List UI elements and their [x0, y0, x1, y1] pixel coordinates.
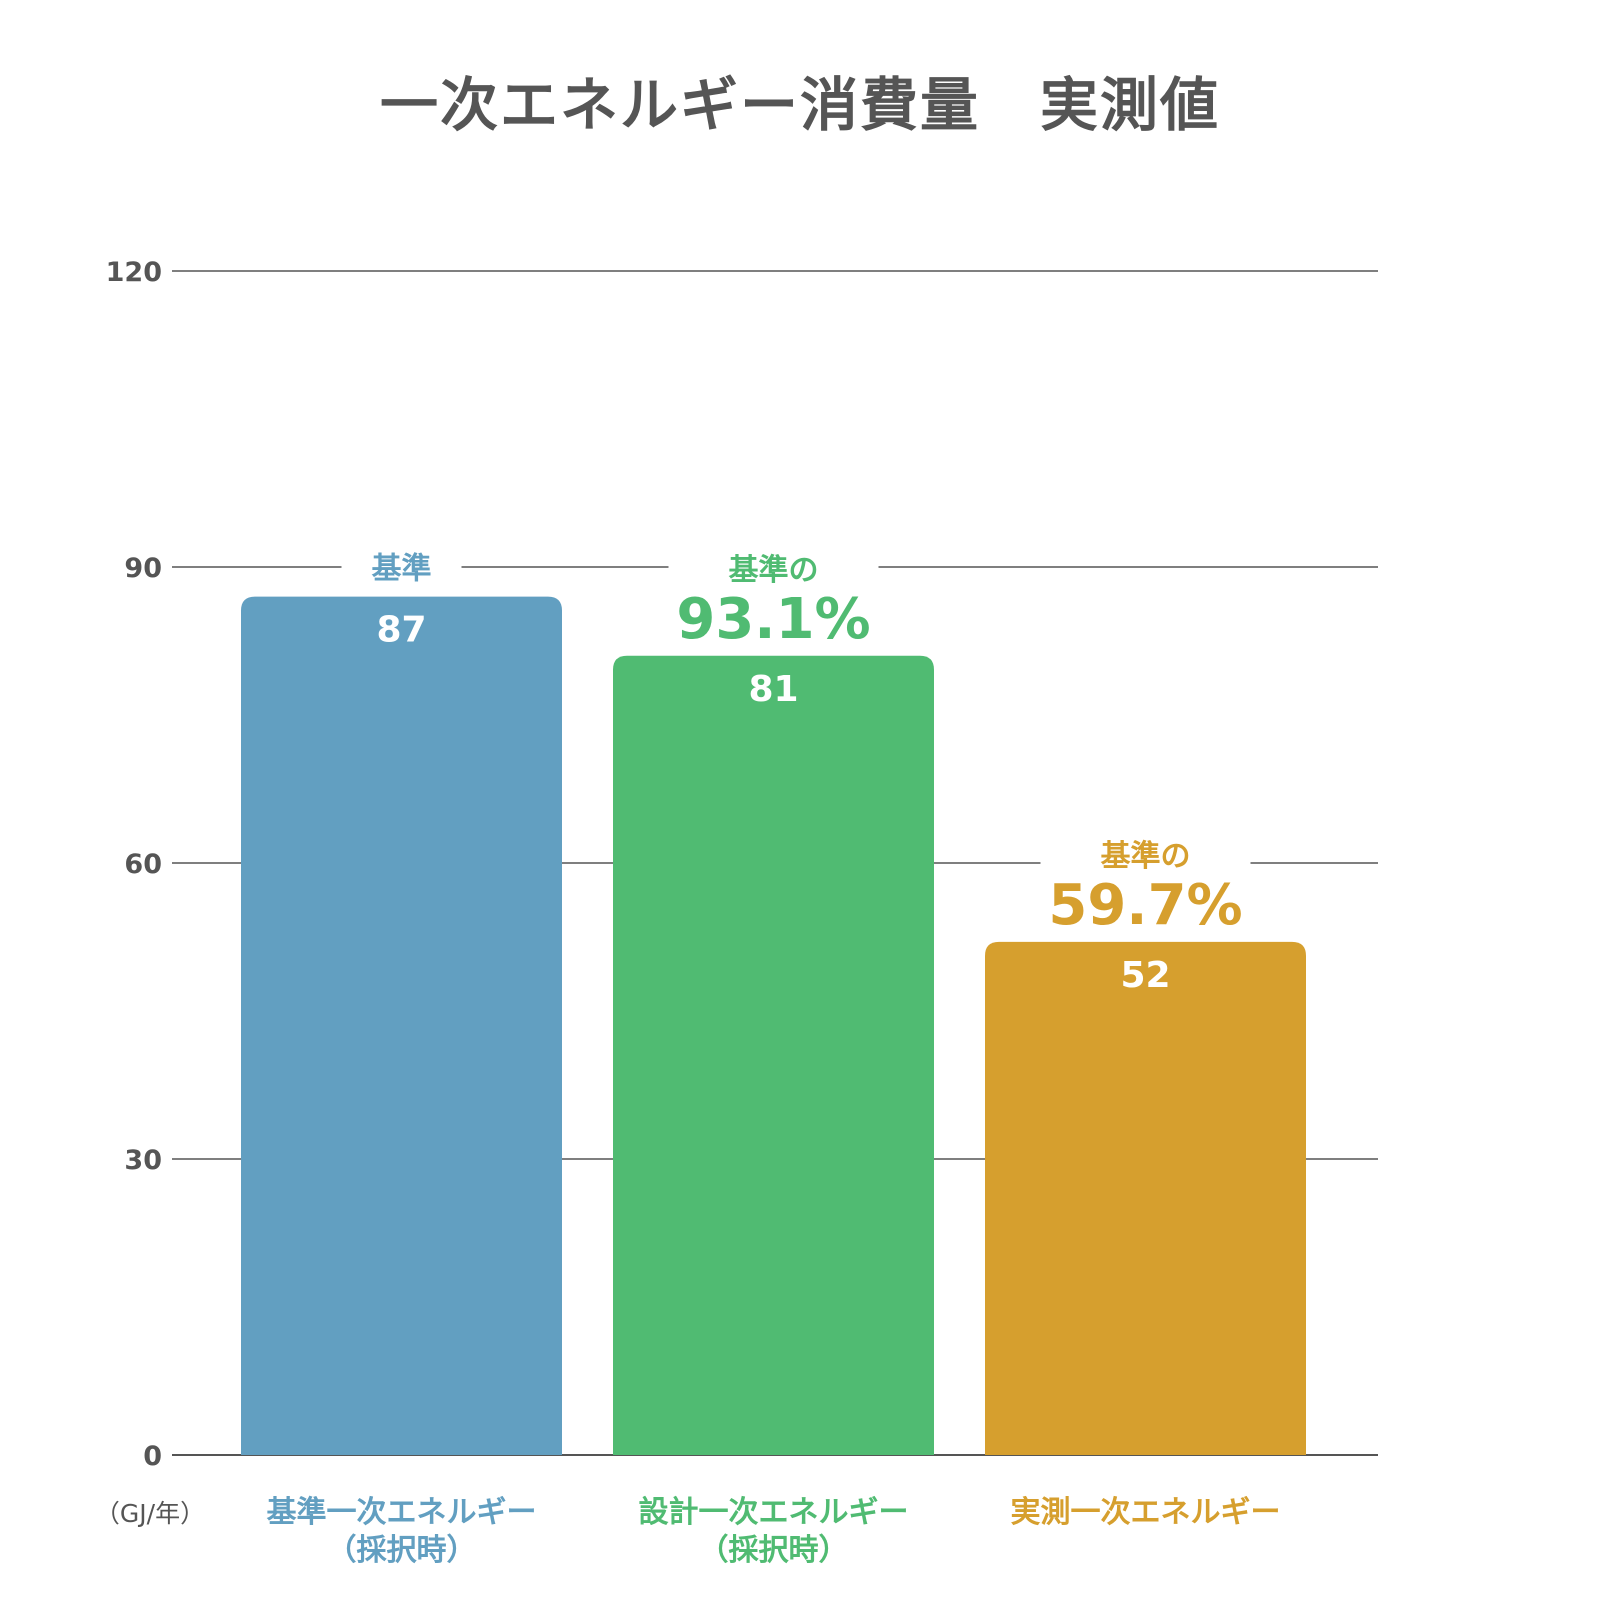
annotation-percent-2: 93.1% — [676, 587, 870, 652]
category-label-3-line-1: 実測一次エネルギー — [1011, 1495, 1281, 1530]
bar-value-label-2: 81 — [748, 669, 798, 710]
bar-1 — [241, 596, 562, 1455]
y-tick-label-30: 30 — [124, 1145, 162, 1176]
annotation-mask-2 — [668, 547, 879, 646]
annotation-percent-3: 59.7% — [1048, 873, 1242, 938]
bar-value-label-1: 87 — [376, 610, 426, 651]
y-tick-label-120: 120 — [106, 257, 162, 288]
annotation-mask-1 — [341, 544, 462, 589]
y-tick-label-0: 0 — [143, 1441, 162, 1472]
bars — [241, 544, 1306, 1455]
chart-title: 一次エネルギー消費量 実測値 — [379, 71, 1220, 139]
y-tick-label-60: 60 — [124, 849, 162, 880]
category-label-2-line-2: （採択時） — [699, 1533, 849, 1568]
bar-value-label-3: 52 — [1120, 955, 1170, 996]
y-unit-label: （GJ/年） — [95, 1499, 205, 1528]
annotation-prefix-1: 基準 — [372, 552, 432, 587]
annotation-mask-3 — [1040, 833, 1251, 932]
bar-2 — [613, 655, 934, 1455]
annotation-prefix-2: 基準の — [729, 553, 819, 588]
category-label-1-line-1: 基準一次エネルギー — [267, 1495, 537, 1530]
category-label-1-line-2: （採択時） — [327, 1533, 477, 1568]
category-label-2-line-1: 設計一次エネルギー — [639, 1495, 909, 1530]
y-tick-label-90: 90 — [124, 553, 162, 584]
bar-3 — [985, 941, 1306, 1455]
labels: 0306090120（GJ/年）87基準基準一次エネルギー（採択時）81基準の9… — [95, 257, 1281, 1568]
annotation-prefix-3: 基準の — [1101, 839, 1191, 874]
